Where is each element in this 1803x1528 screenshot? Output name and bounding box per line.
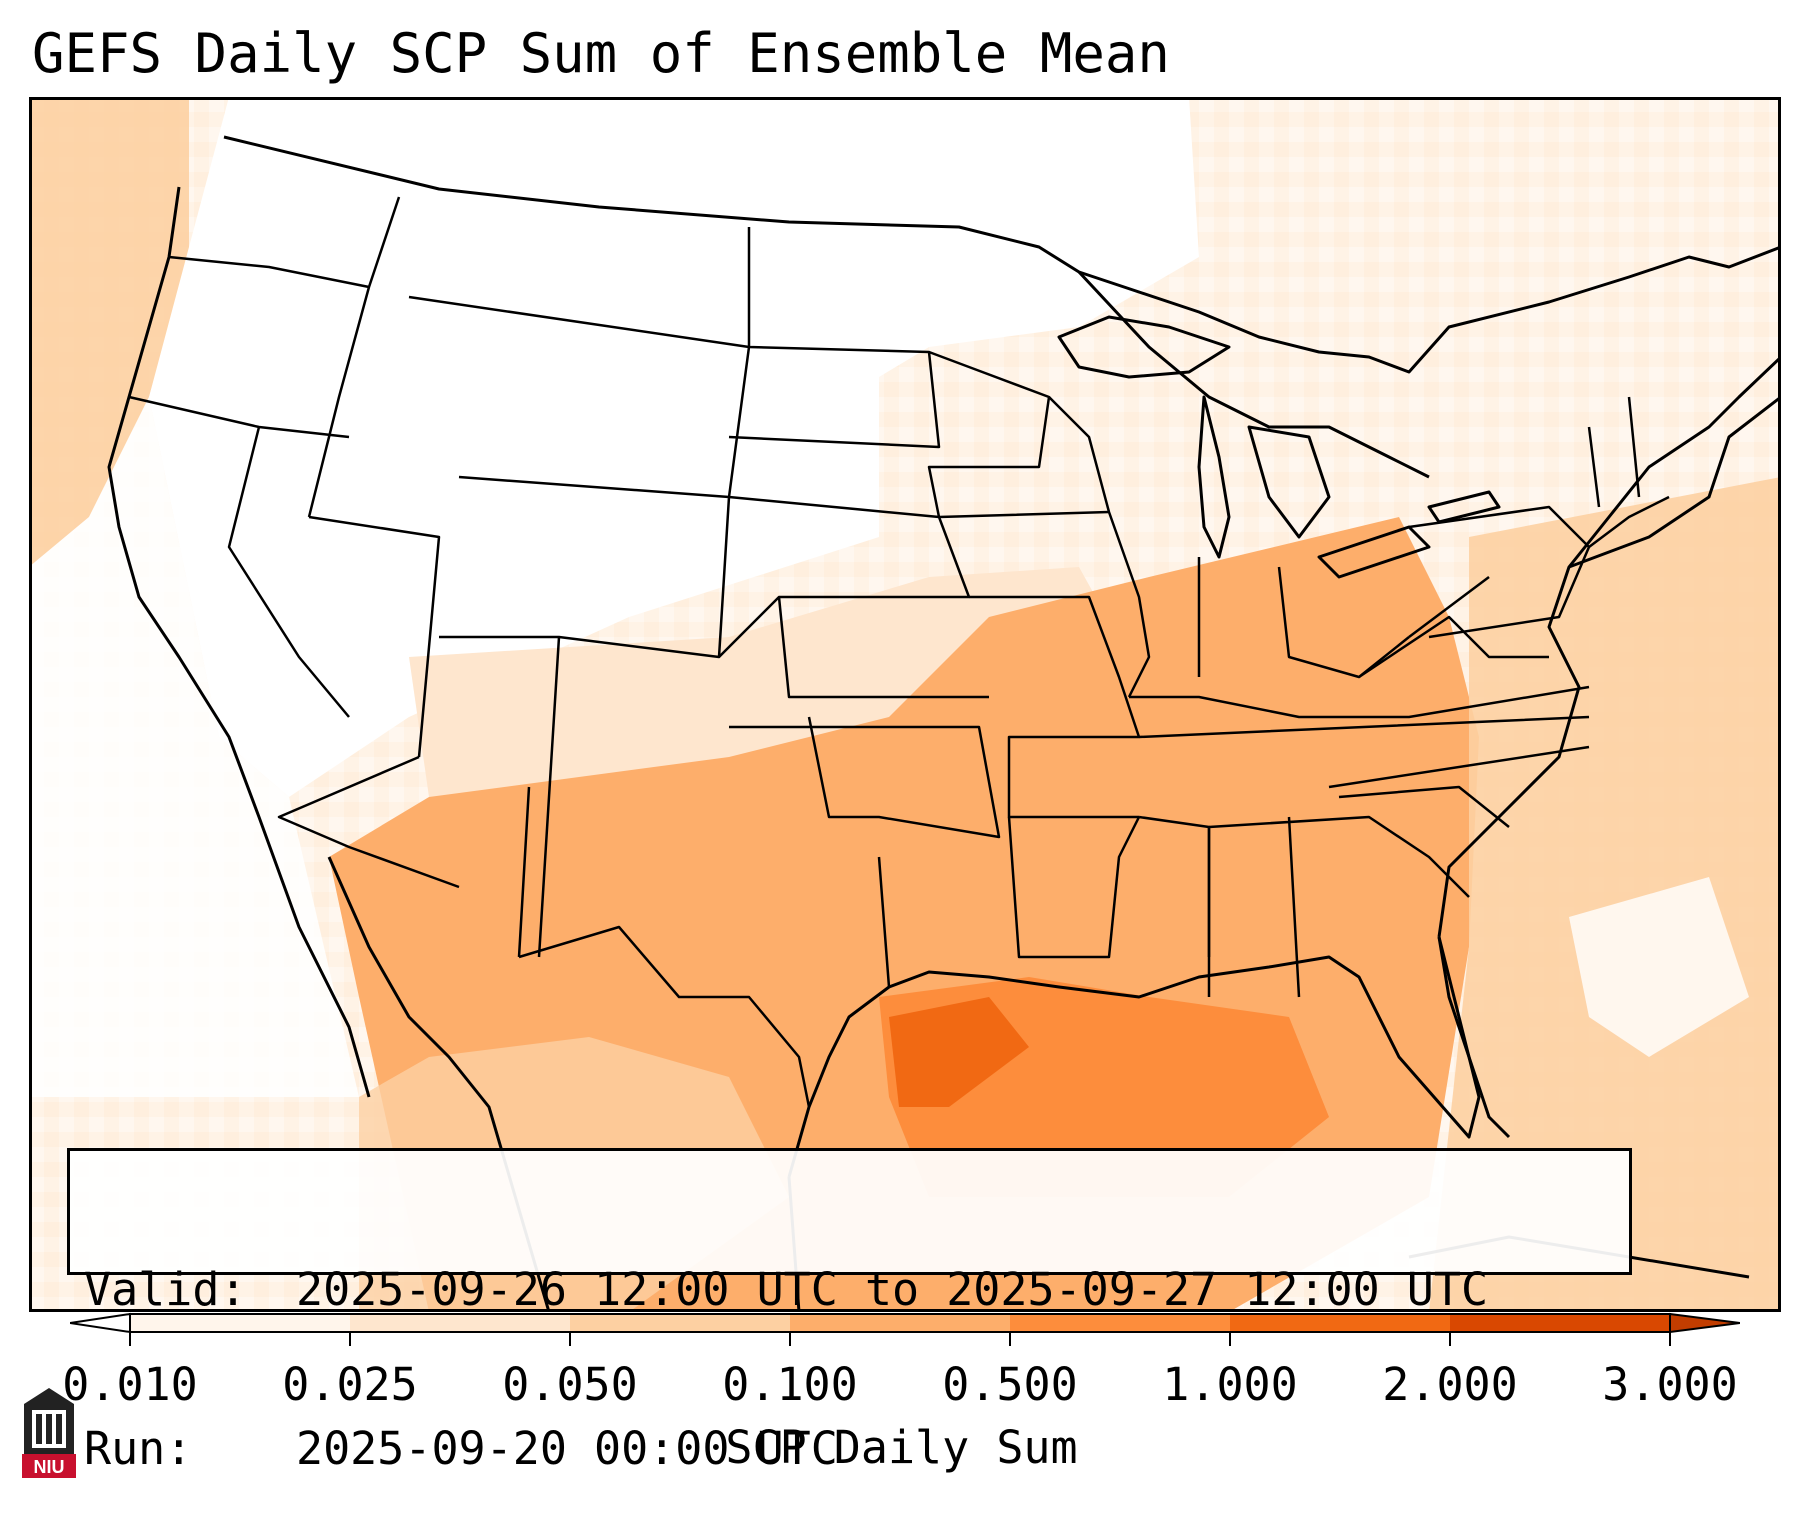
west-coast-white: [29, 397, 359, 1097]
state-lines: [128, 196, 1670, 1108]
colorbar-tick-label: 0.500: [942, 1358, 1078, 1411]
colorbar-tick-label: 0.025: [282, 1358, 418, 1411]
state-mn-ia: [927, 350, 1110, 519]
colorbar-bin: [350, 1314, 571, 1332]
state-new-england: [1587, 396, 1670, 548]
colorbar-tick-label: 3.000: [1602, 1358, 1738, 1411]
colorbar-extend-high: [1669, 1312, 1740, 1334]
colorbar-tick-label: 0.010: [62, 1358, 198, 1411]
state-texas: [518, 856, 891, 1108]
colorbar-bin: [570, 1314, 791, 1332]
colorbar-bin: [790, 1314, 1011, 1332]
gulf-core: [889, 997, 1029, 1107]
us-canada-border: [223, 135, 1781, 374]
gulf-of-california: [327, 856, 551, 1312]
florida: [1437, 936, 1511, 1139]
state-ok-tx: [729, 716, 1001, 839]
texas-coast: [787, 985, 890, 1178]
colorbar-bin: [130, 1314, 351, 1332]
state-wa-or: [168, 255, 370, 289]
lake-huron: [1247, 425, 1331, 539]
valid-run-box: Valid: 2025-09-26 12:00 UTC to 2025-09-27…: [67, 1148, 1632, 1475]
scp-map: [29, 97, 1781, 1312]
colorbar-label: SCP Daily Sum: [725, 1421, 1078, 1474]
colorbar-tick-label: 0.100: [722, 1358, 858, 1411]
lake-michigan: [1197, 395, 1231, 559]
colorbar-extend-low: [70, 1312, 131, 1334]
canada-atlantic: [1568, 395, 1781, 569]
state-az-nm: [277, 636, 561, 958]
colorbar-tick-label: 1.000: [1162, 1358, 1298, 1411]
colorbar-tick-label: 0.050: [502, 1358, 638, 1411]
colorbar-tick-label: 2.000: [1382, 1358, 1518, 1411]
valid-label: Valid:: [84, 1263, 247, 1316]
hudson-lakes: [1077, 270, 1430, 479]
lake-ontario: [1427, 490, 1501, 524]
niu-logo-text: NIU: [34, 1457, 65, 1477]
niu-logo: NIU: [22, 1388, 76, 1478]
page-title: GEFS Daily SCP Sum of Ensemble Mean: [32, 22, 1170, 85]
colorbar: [70, 1312, 1740, 1346]
state-va-wv: [1358, 576, 1549, 679]
state-id: [307, 196, 401, 518]
state-wi-il: [1048, 396, 1151, 698]
map-frame: [29, 97, 1781, 1312]
niu-logo-banner: [22, 1454, 76, 1478]
lake-erie: [1317, 525, 1431, 579]
atlantic-white-patch: [1569, 877, 1749, 1057]
state-al-ga: [1207, 815, 1470, 998]
state-carolinas: [1328, 745, 1590, 828]
valid-value: 2025-09-26 12:00 UTC to 2025-09-27 12:00…: [296, 1263, 1489, 1316]
lake-superior: [1057, 315, 1231, 379]
east-ocean-light: [1429, 477, 1781, 1312]
west-coast: [107, 186, 371, 1098]
run-label: Run:: [84, 1422, 193, 1475]
pacific-shade: [29, 97, 189, 567]
northwest-white: [149, 97, 1199, 797]
atlantic-coast: [1437, 355, 1781, 938]
gulf-coast: [888, 936, 1481, 1139]
state-ky-tn: [1129, 685, 1590, 739]
colorbar-bin: [1450, 1314, 1671, 1332]
colorbar-bin: [1230, 1314, 1451, 1332]
boundary-lines: [107, 135, 1781, 1312]
state-ut: [308, 515, 441, 758]
state-in-oh: [1197, 557, 1410, 679]
run-value: 2025-09-20 00:00 UTC: [296, 1422, 838, 1475]
colorbar-bin: [1010, 1314, 1231, 1332]
state-nv: [227, 426, 350, 718]
